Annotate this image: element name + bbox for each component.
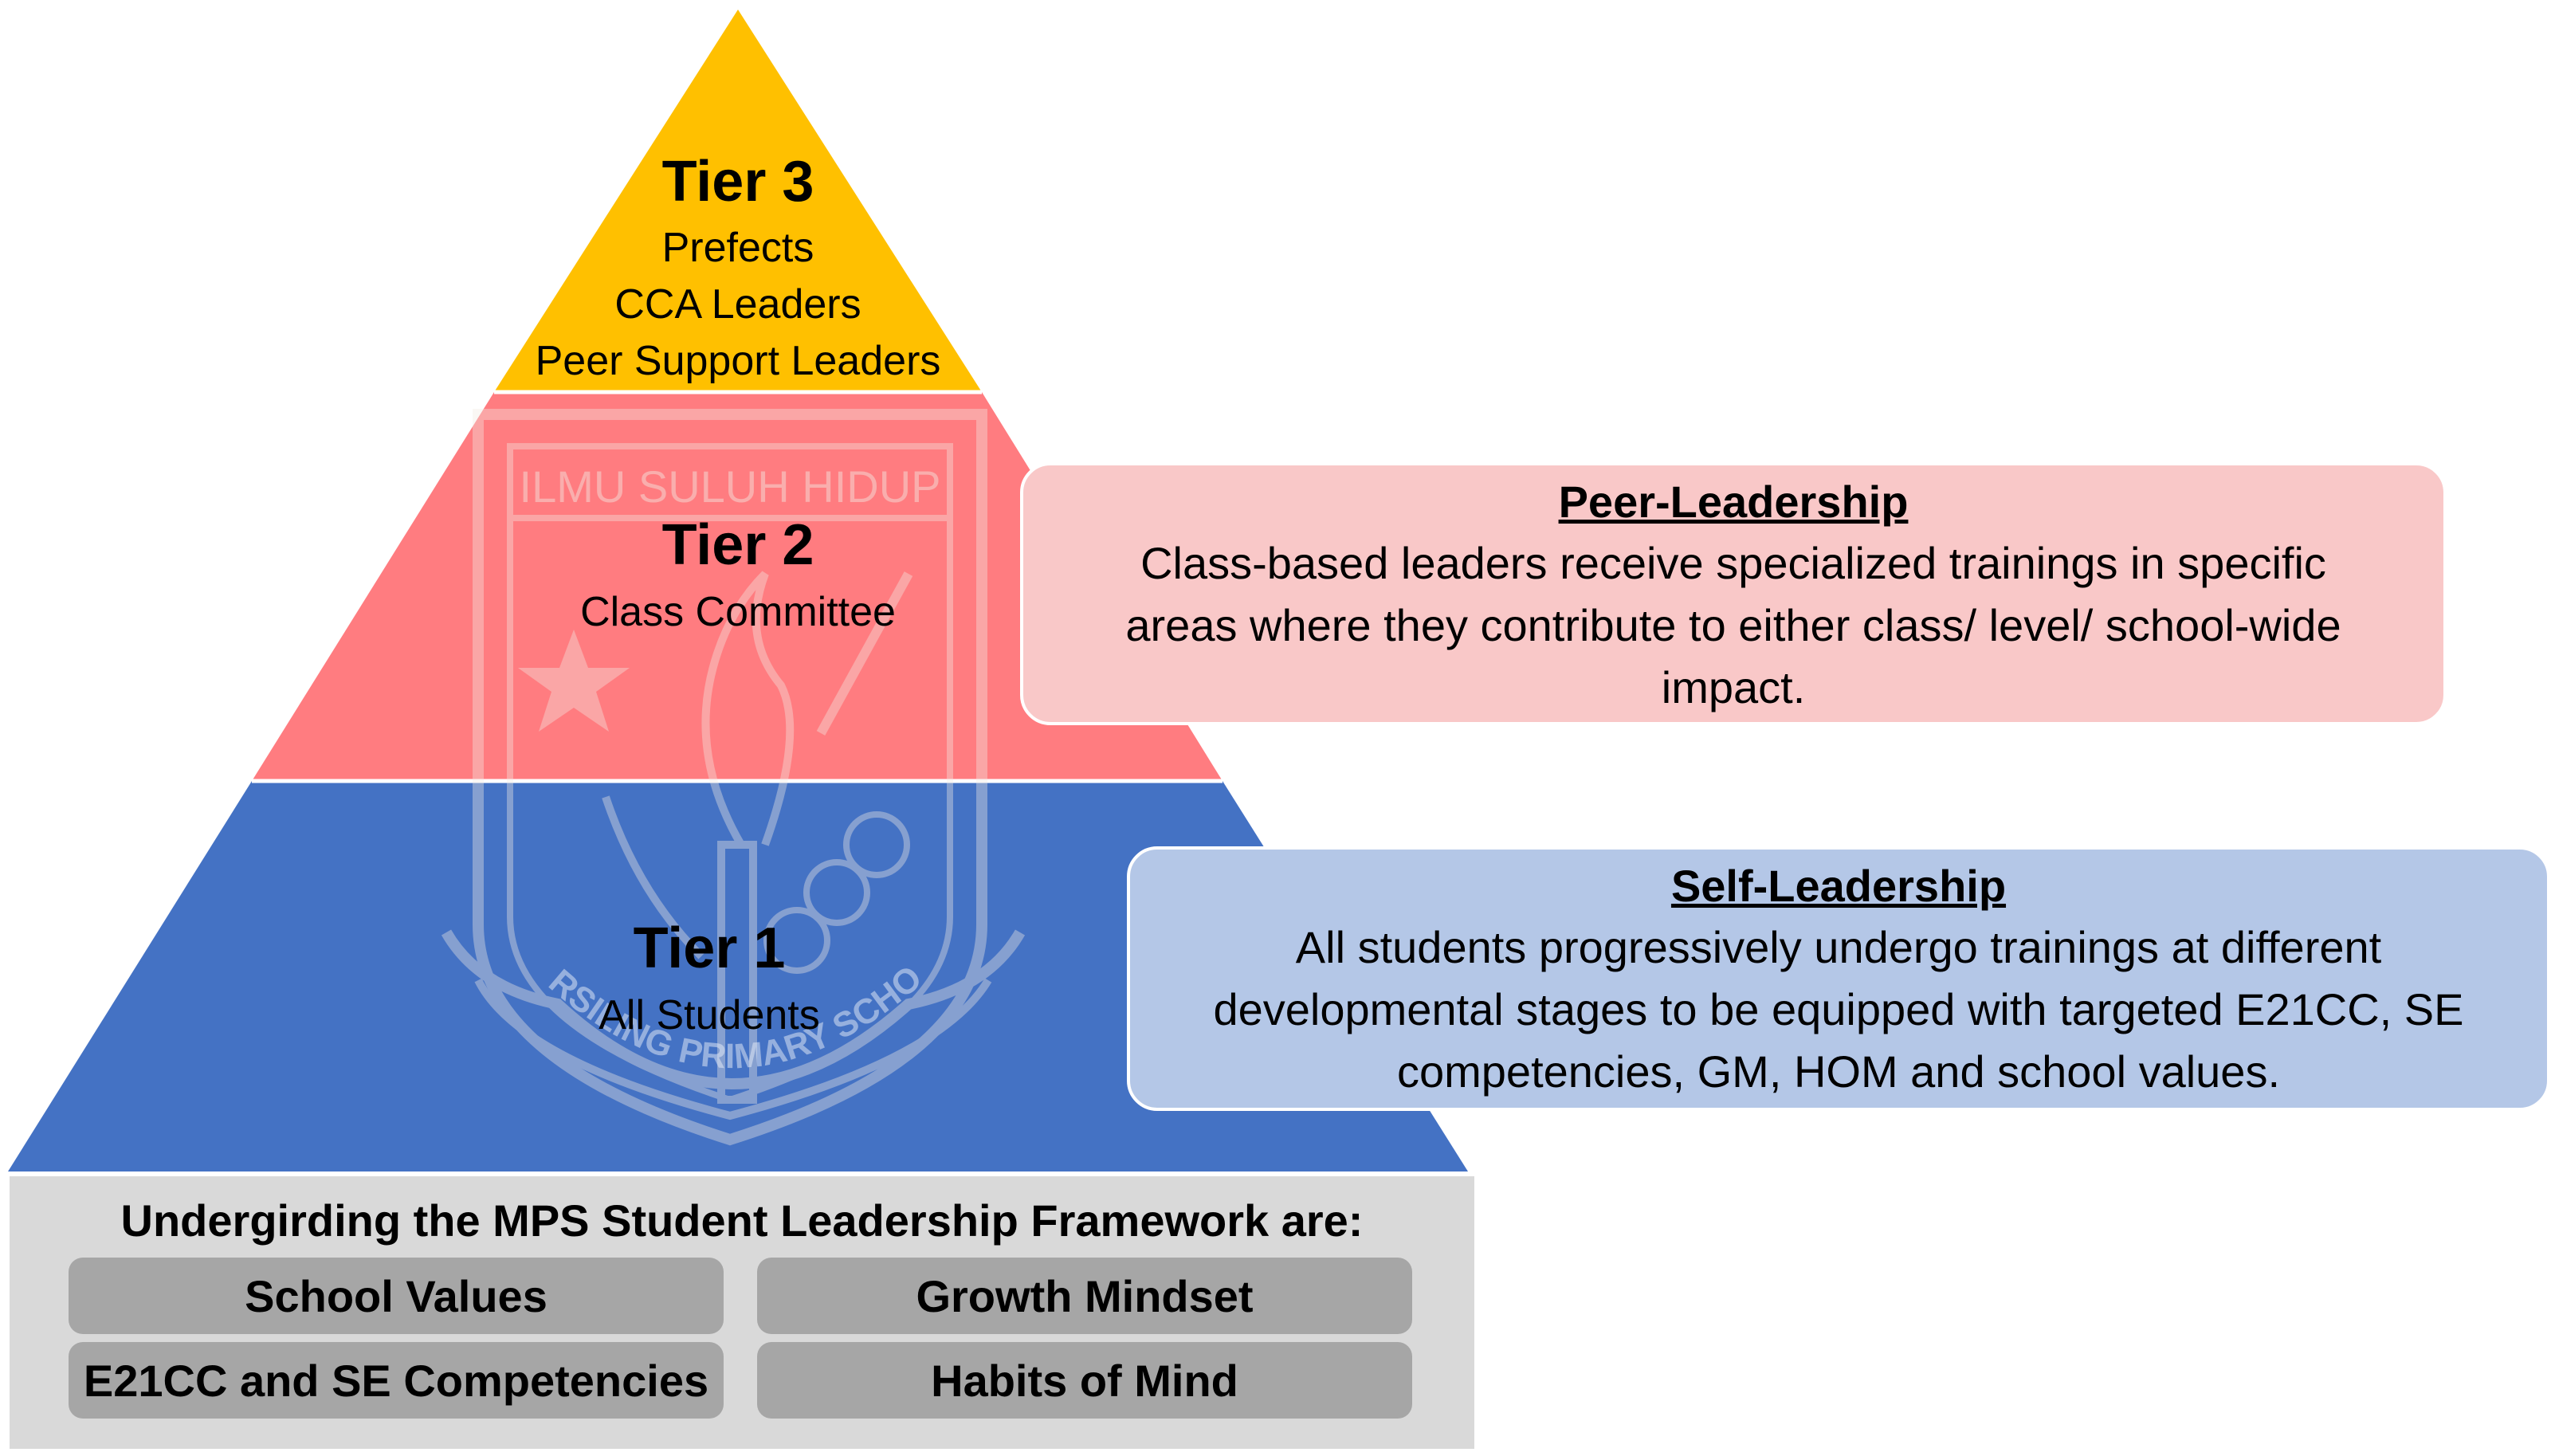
peer-leadership-line: Class-based leaders receive specialized … [1140, 538, 2326, 588]
peer-leadership-title: Peer-Leadership [1558, 477, 1909, 527]
crest-motto: ILMU SULUH HIDUP [520, 461, 941, 512]
foundation-item-e21cc-se: E21CC and SE Competencies [69, 1342, 724, 1419]
tier1-section [8, 781, 1468, 1171]
tier1-title: Tier 1 [633, 916, 786, 980]
tier3-title: Tier 3 [661, 150, 814, 214]
tier3-role-peer-support: Peer Support Leaders [535, 338, 941, 384]
tier3-section [494, 10, 982, 392]
tier1-role-all-students: All Students [599, 992, 820, 1038]
tier2-title: Tier 2 [661, 513, 814, 577]
self-leadership-line: competencies, GM, HOM and school values. [1396, 1046, 2281, 1097]
foundation-item-habits-of-mind: Habits of Mind [757, 1342, 1412, 1419]
foundation-item-growth-mindset: Growth Mindset [757, 1258, 1412, 1334]
tier3-role-cca-leaders: CCA Leaders [614, 281, 861, 328]
self-leadership-callout: Self-Leadership All students progressive… [1127, 846, 2550, 1111]
tier3-role-prefects: Prefects [661, 225, 814, 271]
self-leadership-line: All students progressively undergo train… [1295, 922, 2382, 972]
school-crest-watermark [441, 409, 1026, 1146]
tier2-role-class-committee: Class Committee [580, 589, 896, 635]
tier2-section [252, 392, 1223, 781]
self-leadership-line: developmental stages to be equipped with… [1213, 984, 2464, 1034]
peer-leadership-callout: Peer-Leadership Class-based leaders rece… [1020, 462, 2447, 725]
foundation-title: Undergirding the MPS Student Leadership … [120, 1195, 1364, 1246]
peer-leadership-line: impact. [1661, 662, 1806, 712]
self-leadership-title: Self-Leadership [1670, 861, 2007, 911]
foundation-item-school-values: School Values [69, 1258, 724, 1334]
peer-leadership-line: areas where they contribute to either cl… [1125, 600, 2341, 650]
